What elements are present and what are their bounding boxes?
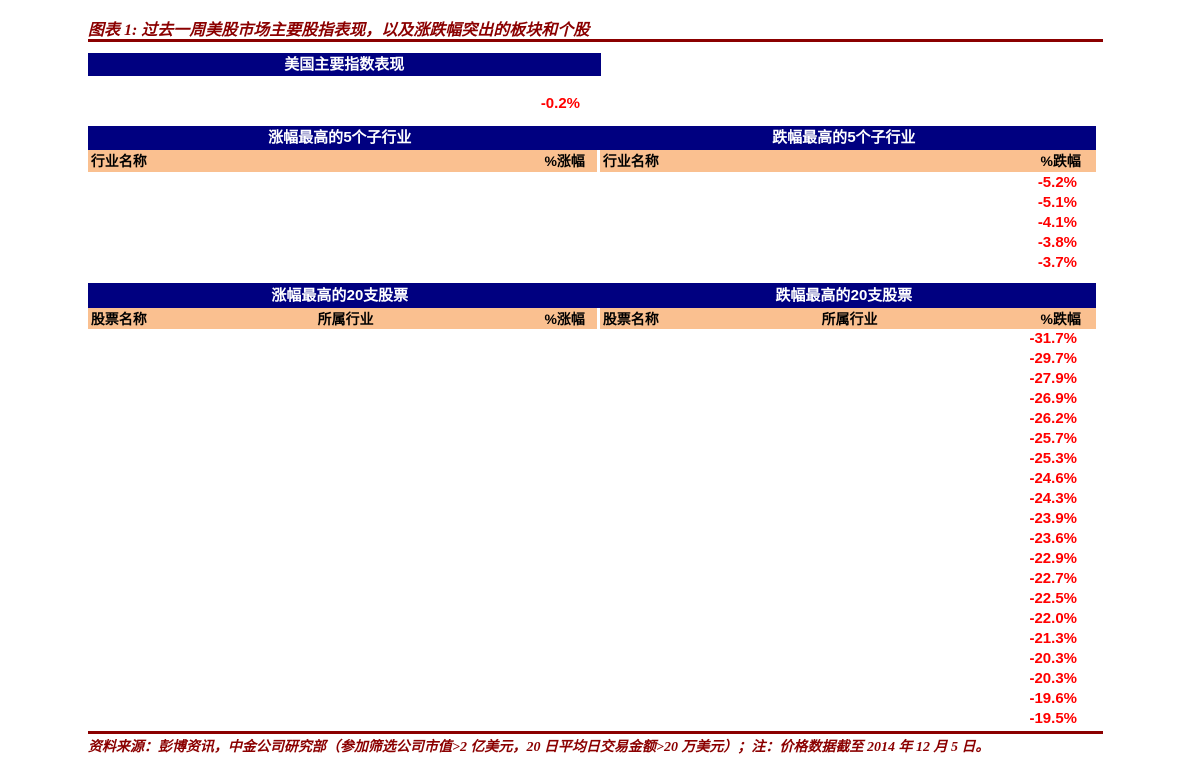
loser-value-row: -26.9% [1029,389,1077,407]
industry-gainers-columns: 行业名称 %涨幅 [88,150,597,172]
loser-value-row: -3.8% [1037,233,1077,251]
loser-value-row: -26.2% [1029,409,1077,427]
industry-losers-columns: 行业名称 %跌幅 [600,150,1096,172]
industry-losers-header: 跌幅最高的5个子行业 [772,129,916,146]
column-label-industry-name: 行业名称 [603,153,659,169]
industry-gainers-header: 涨幅最高的5个子行业 [268,129,412,146]
loser-value-row: -23.9% [1029,509,1077,527]
loser-value-row: -24.6% [1029,469,1077,487]
loser-value-row: -19.5% [1029,709,1077,727]
stock-losers-values: -31.7% -29.7% -27.9% -26.9% -26.2% -25.7% -25.… [88,328,1096,728]
loser-value-row: -20.3% [1029,669,1077,687]
loser-value-row: -5.1% [1037,193,1077,211]
loser-value-row: -5.2% [1037,173,1077,191]
column-label-pct-gain: %涨幅 [544,153,585,169]
loser-value-row: -23.6% [1029,529,1077,547]
loser-value-row: -29.7% [1029,349,1077,367]
column-label-industry: 所属行业 [821,310,878,327]
loser-value-row: -22.7% [1029,569,1077,587]
column-label-pct-loss: %跌幅 [1040,310,1081,327]
column-label-stock-name: 股票名称 [603,310,659,327]
loser-value-row: -21.3% [1029,629,1077,647]
stock-column-header-row: 股票名称 所属行业 %涨幅 股票名称 所属行业 %跌幅 [88,308,1096,329]
exhibit-title: 图表 1: 过去一周美股市场主要股指表现，以及涨跌幅突出的板块和个股 [88,22,590,39]
column-label-industry-name: 行业名称 [91,153,147,169]
industry-losers-values: -5.2% -5.1% -4.1% -3.8% -3.7% [88,172,1096,272]
column-label-pct-gain: %涨幅 [544,310,585,327]
index-change-value: -0.2% [540,95,580,112]
stock-gainers-header: 涨幅最高的20支股票 [271,287,409,304]
footer-divider-rule [88,731,1103,734]
loser-value-row: -3.7% [1037,253,1077,271]
loser-value-row: -31.7% [1029,329,1077,347]
column-label-industry: 所属行业 [317,310,374,327]
column-label-pct-loss: %跌幅 [1040,153,1081,169]
stock-section-header: 涨幅最高的20支股票 跌幅最高的20支股票 [88,283,1096,308]
loser-value-row: -22.0% [1029,609,1077,627]
index-table-header: 美国主要指数表现 [88,53,601,76]
loser-value-row: -25.7% [1029,429,1077,447]
loser-value-row: -4.1% [1037,213,1077,231]
stock-losers-header: 跌幅最高的20支股票 [775,287,913,304]
source-note: 资料来源：彭博资讯，中金公司研究部（参加筛选公司市值>2 亿美元，20 日平均日… [88,740,990,755]
loser-value-row: -20.3% [1029,649,1077,667]
title-divider-rule [88,39,1103,42]
stock-losers-columns: 股票名称 所属行业 %跌幅 [600,308,1096,329]
loser-value-row: -22.5% [1029,589,1077,607]
loser-value-row: -22.9% [1029,549,1077,567]
loser-value-row: -24.3% [1029,489,1077,507]
loser-value-row: -25.3% [1029,449,1077,467]
loser-value-row: -19.6% [1029,689,1077,707]
stock-gainers-columns: 股票名称 所属行业 %涨幅 [88,308,597,329]
column-label-stock-name: 股票名称 [91,310,147,327]
industry-section-header: 涨幅最高的5个子行业 跌幅最高的5个子行业 [88,126,1096,150]
industry-column-header-row: 行业名称 %涨幅 行业名称 %跌幅 [88,150,1096,172]
loser-value-row: -27.9% [1029,369,1077,387]
